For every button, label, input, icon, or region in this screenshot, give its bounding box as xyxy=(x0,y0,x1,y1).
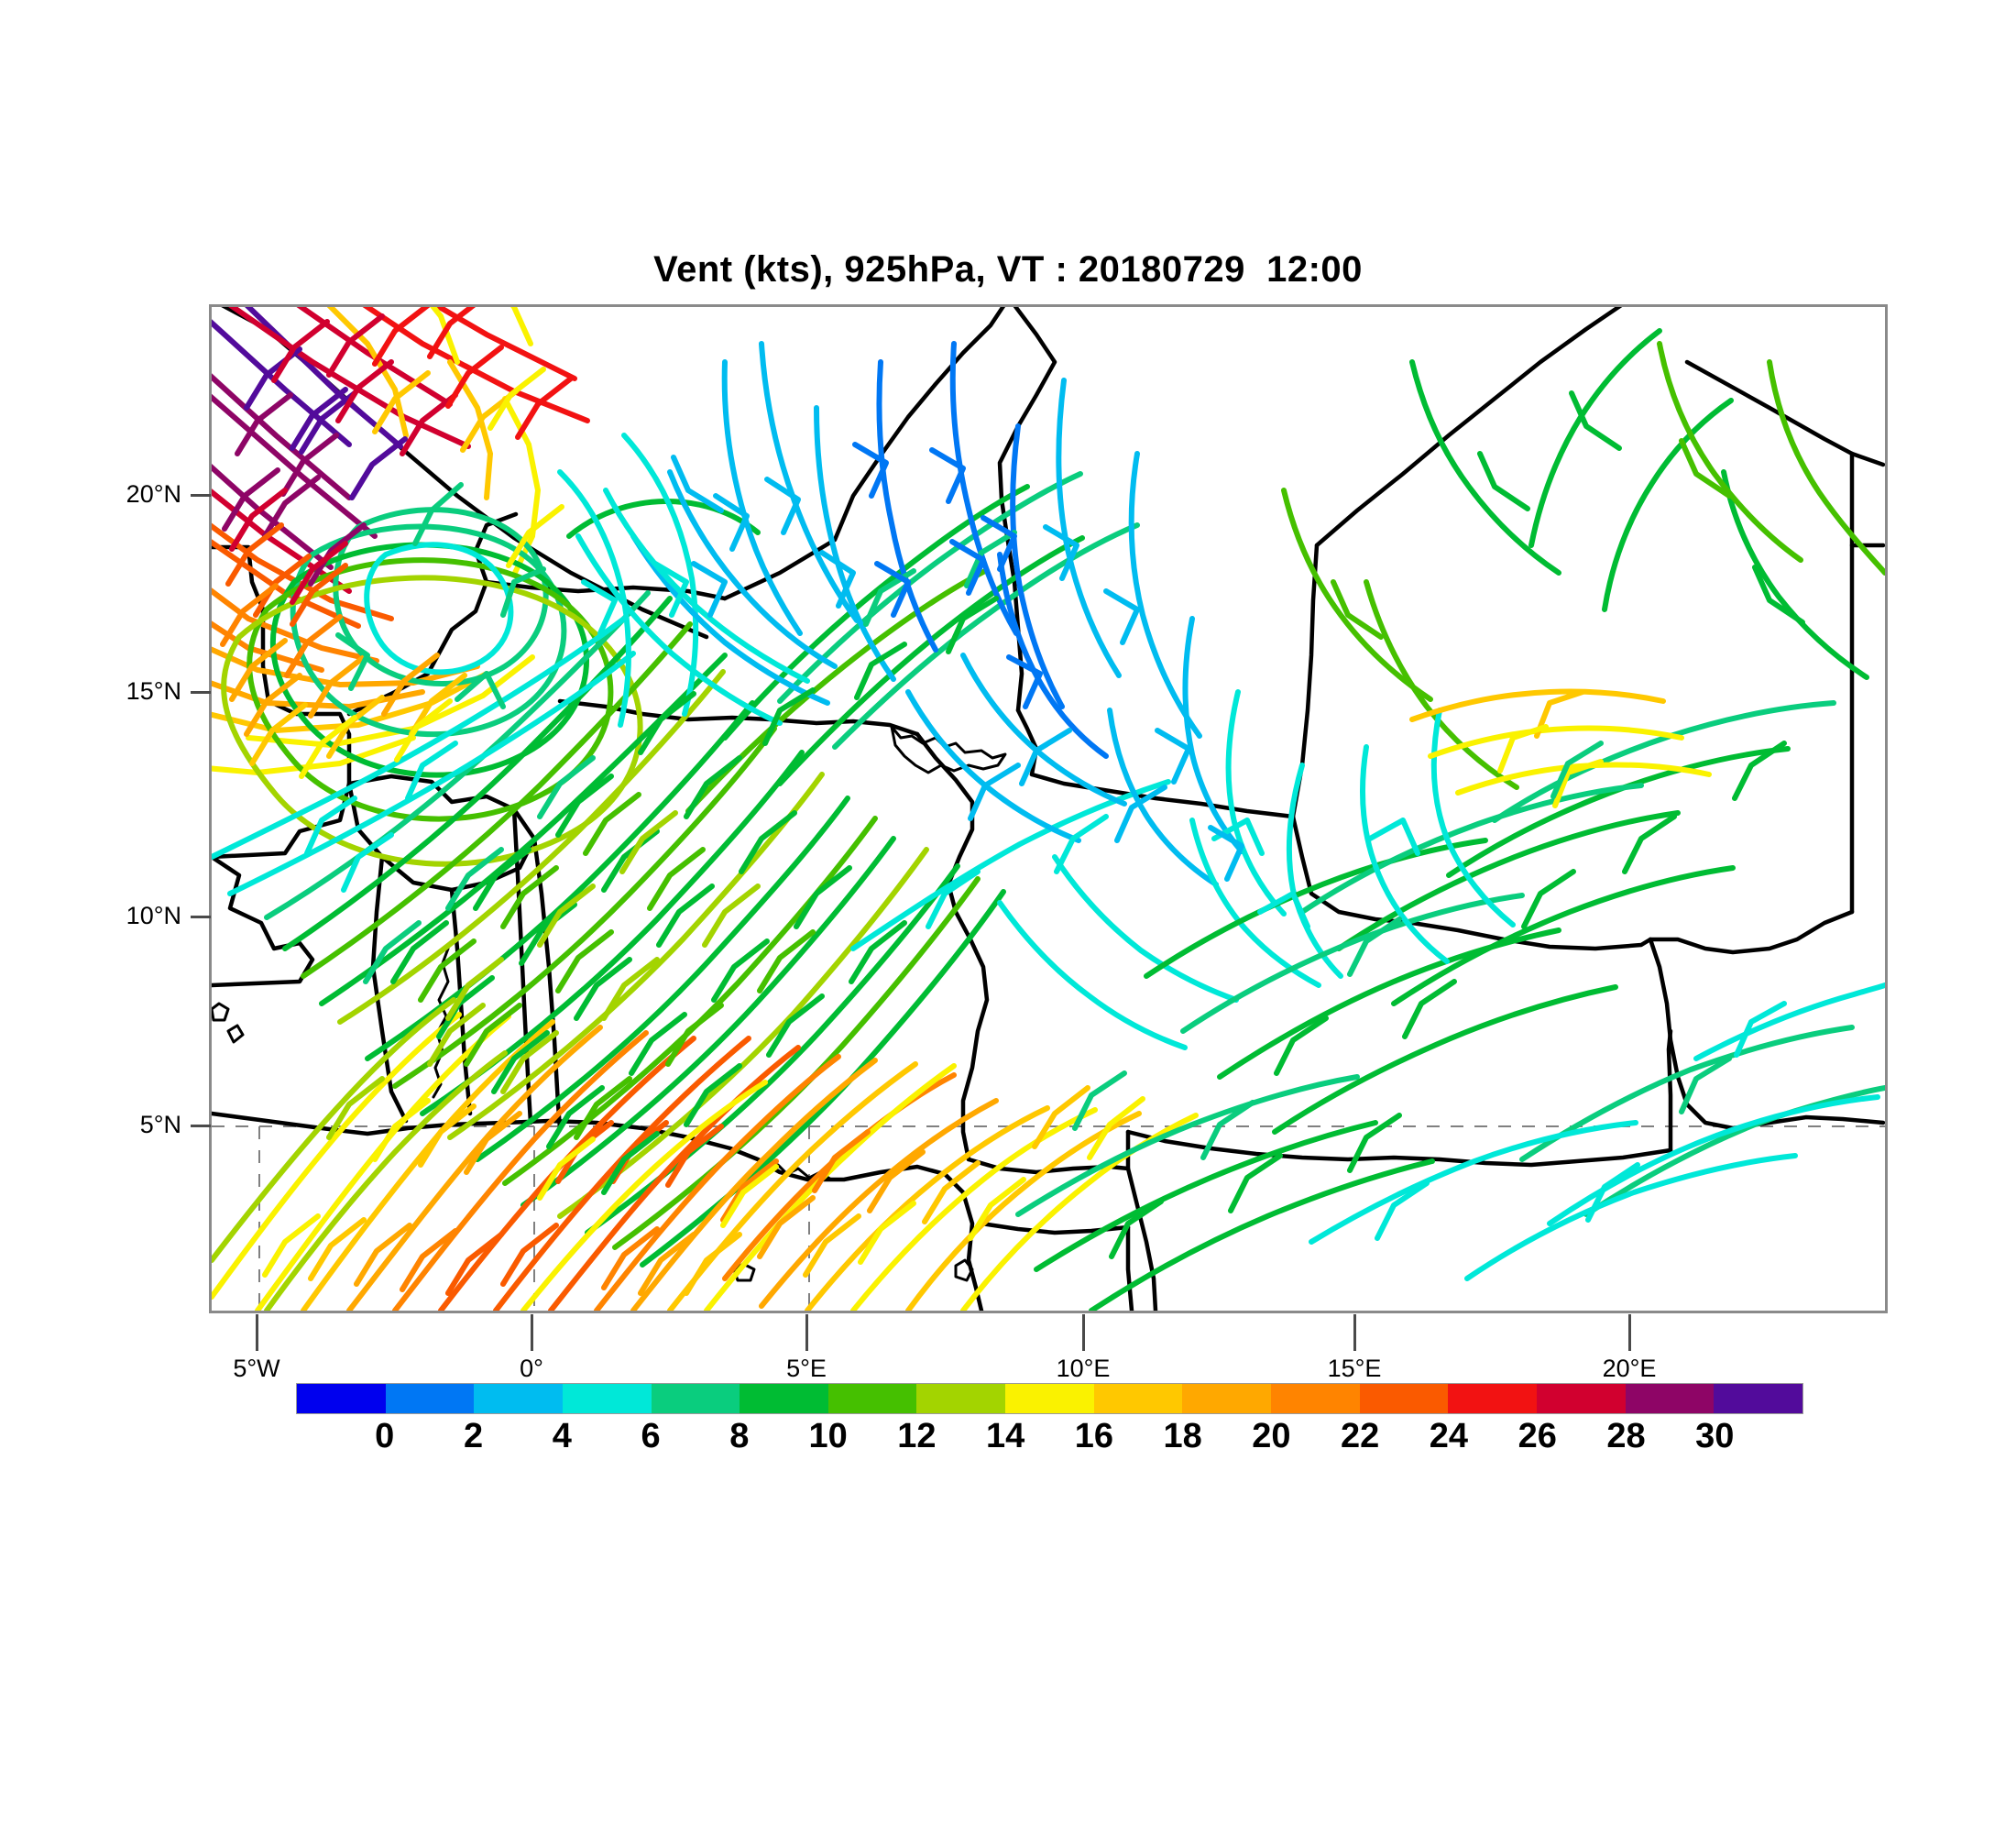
y-tick-label-15N: 15°N xyxy=(126,677,181,705)
colorbar-tick-26: 26 xyxy=(1517,1417,1557,1455)
colorbar[interactable] xyxy=(296,1383,1803,1414)
colorbar-tick-24: 24 xyxy=(1429,1417,1469,1455)
x-tick-label-0: 0° xyxy=(520,1355,543,1382)
x-tick-5W xyxy=(256,1314,258,1351)
colorbar-band-8-10 xyxy=(740,1384,828,1413)
colorbar-band-28-30 xyxy=(1625,1384,1715,1413)
colorbar-band-6-8 xyxy=(651,1384,740,1413)
colorbar-tick-22: 22 xyxy=(1341,1417,1380,1455)
y-tick-label-10N: 10°N xyxy=(126,902,181,929)
colorbar-band-30-32 xyxy=(1714,1384,1802,1413)
y-tick-5N xyxy=(191,1125,211,1127)
y-tick-15N xyxy=(191,691,211,694)
colorbar-tick-labels: 0 2 4 6 8 10 12 14 16 18 20 22 24 26 28 30 xyxy=(296,1417,1803,1463)
colorbar-tick-16: 16 xyxy=(1074,1417,1114,1455)
colorbar-band-20-22 xyxy=(1271,1384,1360,1413)
colorbar-band-4-6 xyxy=(562,1384,652,1413)
colorbar-tick-14: 14 xyxy=(985,1417,1025,1455)
y-tick-10N xyxy=(191,916,211,918)
colorbar-tick-30: 30 xyxy=(1695,1417,1735,1455)
x-tick-15E xyxy=(1353,1314,1356,1351)
x-tick-0 xyxy=(531,1314,533,1351)
colorbar-band-18-20 xyxy=(1182,1384,1272,1413)
colorbar-band-14-16 xyxy=(1005,1384,1094,1413)
y-tick-label-5N: 5°N xyxy=(139,1111,181,1138)
colorbar-tick-12: 12 xyxy=(897,1417,937,1455)
y-tick-20N xyxy=(191,494,211,497)
colorbar-band-10-12 xyxy=(827,1384,917,1413)
map-plot-area[interactable] xyxy=(209,304,1888,1313)
x-tick-label-5W: 5°W xyxy=(233,1355,280,1382)
colorbar-band-26-28 xyxy=(1536,1384,1626,1413)
page-title: Vent (kts), 925hPa, VT : 20180729 12:00 xyxy=(653,249,1363,290)
colorbar-tick-10: 10 xyxy=(808,1417,848,1455)
x-tick-5E xyxy=(805,1314,808,1351)
colorbar-tick-0: 0 xyxy=(375,1417,395,1455)
colorbar-band-2-4 xyxy=(474,1384,563,1413)
colorbar-band-0-2 xyxy=(385,1384,475,1413)
map-canvas xyxy=(212,307,1885,1311)
colorbar-band-22-24 xyxy=(1359,1384,1449,1413)
colorbar-band-24-26 xyxy=(1448,1384,1537,1413)
x-tick-10E xyxy=(1082,1314,1085,1351)
x-tick-label-5E: 5°E xyxy=(786,1355,827,1382)
colorbar-tick-20: 20 xyxy=(1252,1417,1291,1455)
colorbar-tick-2: 2 xyxy=(463,1417,484,1455)
colorbar-tick-8: 8 xyxy=(729,1417,750,1455)
x-tick-20E xyxy=(1628,1314,1631,1351)
colorbar-tick-6: 6 xyxy=(641,1417,661,1455)
wind-barbs xyxy=(220,307,1805,1296)
colorbar-band-12-14 xyxy=(916,1384,1006,1413)
x-tick-label-15E: 15°E xyxy=(1327,1355,1382,1382)
x-tick-label-10E: 10°E xyxy=(1056,1355,1111,1382)
streamlines-east xyxy=(1015,328,1885,1311)
colorbar-tick-18: 18 xyxy=(1163,1417,1202,1455)
x-tick-label-20E: 20°E xyxy=(1602,1355,1657,1382)
y-tick-label-20N: 20°N xyxy=(126,480,181,508)
colorbar-band-16-18 xyxy=(1093,1384,1183,1413)
colorbar-tick-4: 4 xyxy=(552,1417,572,1455)
colorbar-band--2-0 xyxy=(297,1384,386,1413)
colorbar-tick-28: 28 xyxy=(1606,1417,1646,1455)
